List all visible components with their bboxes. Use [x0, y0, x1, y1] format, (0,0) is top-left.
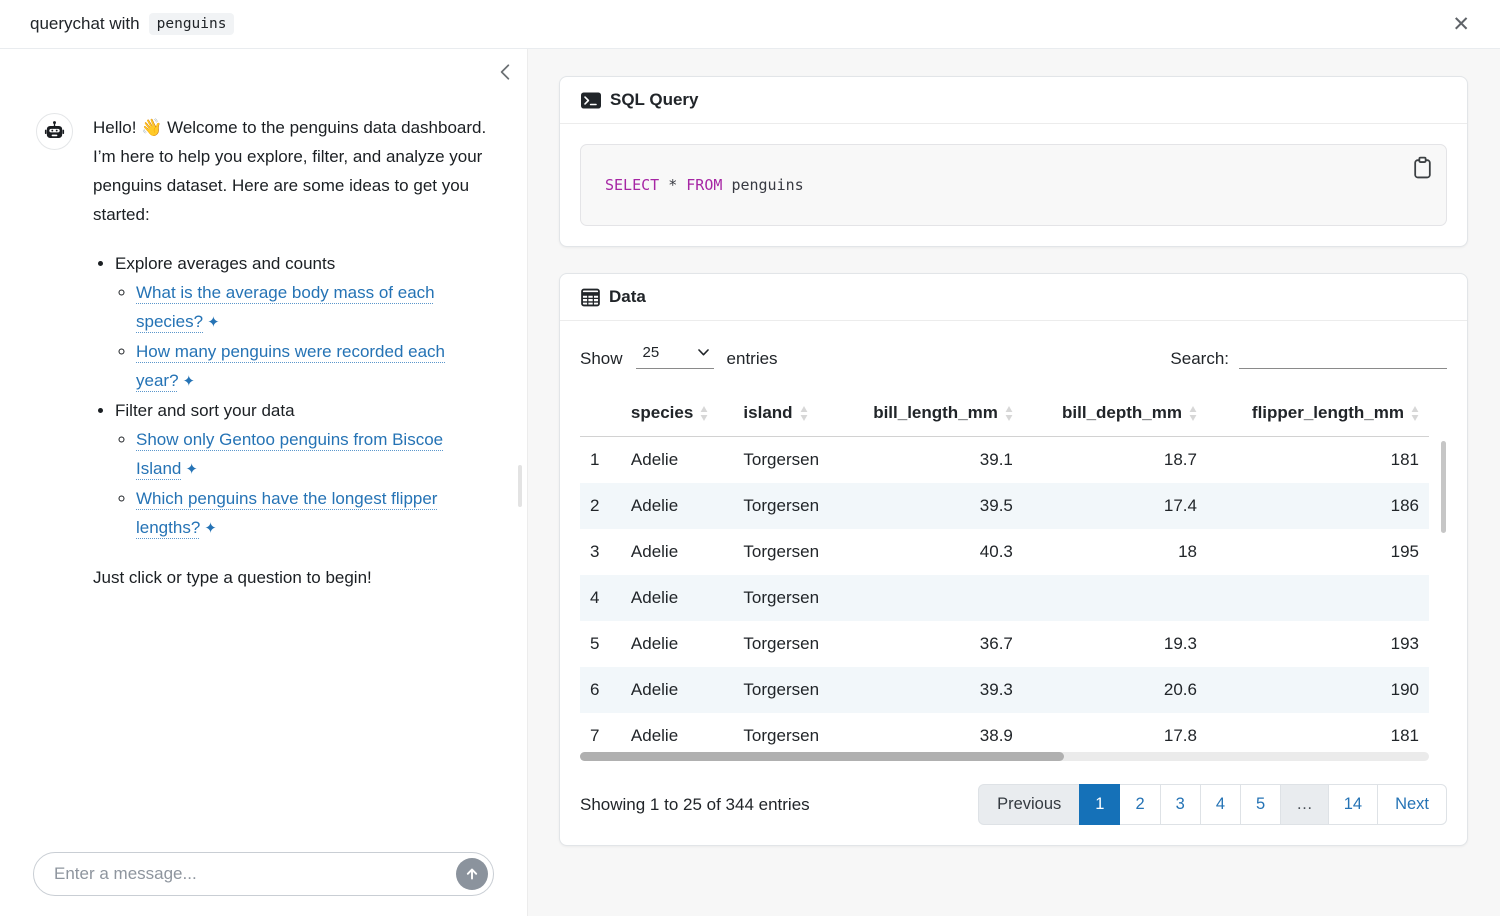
suggestion-link-avg-body-mass[interactable]: What is the average body mass of each sp…	[136, 283, 435, 331]
data-card-title: Data	[609, 287, 646, 307]
pagination-page-4[interactable]: 4	[1200, 784, 1241, 825]
app-title: querychat with penguins	[30, 13, 234, 35]
chat-input-bar	[33, 852, 494, 896]
list-item: Show only Gentoo penguins from Biscoe Is…	[136, 425, 458, 484]
table-footer: Showing 1 to 25 of 344 entries Previous …	[580, 784, 1447, 825]
sparkle-icon: ✦	[183, 367, 196, 396]
collapse-sidebar-button[interactable]	[497, 63, 513, 84]
table-controls: Show 25 entries Search:	[580, 341, 1447, 369]
copy-button[interactable]	[1411, 154, 1434, 184]
suggestion-group: Filter and sort your data Show only Gent…	[115, 396, 491, 543]
table-icon	[581, 288, 600, 307]
sort-icon	[1005, 406, 1013, 421]
sql-card-title: SQL Query	[610, 90, 699, 110]
pagination-previous-button[interactable]: Previous	[978, 784, 1080, 825]
page-size-value: 25	[643, 344, 660, 361]
page-length-control: Show 25 entries	[580, 344, 778, 369]
sparkle-icon: ✦	[207, 308, 220, 337]
pagination-ellipsis: …	[1280, 784, 1329, 825]
suggestion-group: Explore averages and counts What is the …	[115, 249, 491, 396]
entries-label: entries	[727, 349, 778, 369]
entries-info: Showing 1 to 25 of 344 entries	[580, 795, 810, 815]
close-button[interactable]: ✕	[1444, 12, 1478, 37]
chevron-down-icon	[698, 349, 709, 356]
app-title-text: querychat with	[30, 14, 140, 34]
column-header-species[interactable]: species	[621, 395, 734, 437]
table-row[interactable]: 6AdelieTorgersen39.320.6190	[580, 667, 1429, 713]
search-control: Search:	[1170, 343, 1447, 369]
sql-code-block: SELECT * FROM penguins	[580, 144, 1447, 226]
sort-icon	[800, 406, 808, 421]
table-header-row: species island bill_length_mm bill_depth…	[580, 395, 1429, 437]
suggestion-link-count-per-year[interactable]: How many penguins were recorded each yea…	[136, 342, 445, 390]
table-row[interactable]: 3AdelieTorgersen40.318195	[580, 529, 1429, 575]
search-input[interactable]	[1239, 343, 1447, 369]
data-table-container: species island bill_length_mm bill_depth…	[580, 395, 1447, 761]
send-button[interactable]	[456, 858, 488, 890]
sql-code: SELECT * FROM penguins	[605, 176, 1422, 194]
list-item: How many penguins were recorded each yea…	[136, 337, 458, 396]
pagination: Previous 1 2 3 4 5 … 14 Next	[978, 784, 1447, 825]
table-row[interactable]: 5AdelieTorgersen36.719.3193	[580, 621, 1429, 667]
app-header: querychat with penguins ✕	[0, 0, 1500, 49]
suggestion-group-label: Explore averages and counts	[115, 254, 335, 273]
column-header-island[interactable]: island	[733, 395, 854, 437]
list-item: Which penguins have the longest flipper …	[136, 484, 458, 543]
arrow-up-icon	[464, 866, 480, 882]
assistant-message: Hello! 👋 Welcome to the penguins data da…	[0, 49, 527, 592]
sparkle-icon: ✦	[185, 455, 198, 484]
show-label: Show	[580, 349, 623, 369]
dashboard-panel: SQL Query SELECT * FROM penguins	[528, 49, 1500, 916]
column-header-bill-length[interactable]: bill_length_mm	[854, 395, 1023, 437]
data-card: Data Show 25 entries Search:	[559, 273, 1468, 846]
suggestion-link-gentoo-biscoe[interactable]: Show only Gentoo penguins from Biscoe Is…	[136, 430, 443, 478]
suggestion-group-label: Filter and sort your data	[115, 401, 295, 420]
pagination-next-button[interactable]: Next	[1377, 784, 1447, 825]
chat-sidebar: Hello! 👋 Welcome to the penguins data da…	[0, 49, 528, 916]
robot-icon	[43, 120, 66, 143]
sort-icon	[1189, 406, 1197, 421]
search-label: Search:	[1170, 349, 1229, 369]
suggestion-link-longest-flippers[interactable]: Which penguins have the longest flipper …	[136, 489, 437, 537]
data-card-body: Show 25 entries Search:	[560, 321, 1467, 845]
sort-icon	[700, 406, 708, 421]
main-layout: Hello! 👋 Welcome to the penguins data da…	[0, 49, 1500, 916]
table-row[interactable]: 1AdelieTorgersen39.118.7181	[580, 437, 1429, 484]
pagination-page-14[interactable]: 14	[1328, 784, 1378, 825]
suggestions-list: Explore averages and counts What is the …	[93, 249, 491, 543]
chat-scrollbar[interactable]	[518, 465, 522, 507]
sql-query-card: SQL Query SELECT * FROM penguins	[559, 76, 1468, 247]
sparkle-icon: ✦	[204, 514, 217, 543]
sort-icon	[1411, 406, 1419, 421]
clipboard-icon	[1413, 156, 1432, 179]
table-horizontal-scrollbar[interactable]	[580, 752, 1429, 761]
column-header-bill-depth[interactable]: bill_depth_mm	[1023, 395, 1207, 437]
pagination-page-3[interactable]: 3	[1160, 784, 1201, 825]
list-item: What is the average body mass of each sp…	[136, 278, 458, 337]
column-header-flipper-length[interactable]: flipper_length_mm	[1207, 395, 1429, 437]
greeting-text: Hello! 👋 Welcome to the penguins data da…	[93, 113, 491, 229]
column-header-index	[580, 395, 621, 437]
closing-text: Just click or type a question to begin!	[93, 563, 491, 592]
page-size-select[interactable]: 25	[636, 344, 714, 369]
table-row[interactable]: 2AdelieTorgersen39.517.4186	[580, 483, 1429, 529]
table-vertical-scrollbar[interactable]	[1441, 441, 1446, 533]
terminal-icon	[581, 92, 601, 109]
pagination-page-5[interactable]: 5	[1240, 784, 1281, 825]
sql-query-card-header: SQL Query	[560, 77, 1467, 124]
pagination-page-2[interactable]: 2	[1119, 784, 1160, 825]
chevron-left-icon	[497, 63, 513, 81]
dataset-chip: penguins	[149, 13, 235, 35]
data-card-header: Data	[560, 274, 1467, 321]
sql-query-card-body: SELECT * FROM penguins	[560, 124, 1467, 246]
table-row[interactable]: 4AdelieTorgersen	[580, 575, 1429, 621]
data-table: species island bill_length_mm bill_depth…	[580, 395, 1429, 759]
pagination-page-1[interactable]: 1	[1079, 784, 1120, 825]
assistant-message-body: Hello! 👋 Welcome to the penguins data da…	[93, 113, 491, 592]
avatar	[36, 113, 73, 150]
table-horizontal-scrollbar-thumb[interactable]	[580, 752, 1064, 761]
message-input[interactable]	[33, 852, 494, 896]
